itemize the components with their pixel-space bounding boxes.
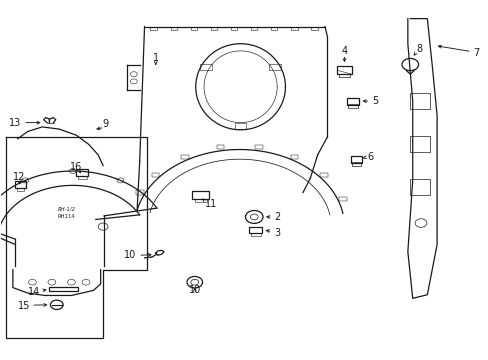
Bar bbox=[150, 27, 157, 30]
Text: 4: 4 bbox=[341, 46, 347, 56]
Bar bbox=[15, 181, 26, 188]
Bar bbox=[250, 233, 260, 235]
Text: 16: 16 bbox=[70, 162, 82, 172]
Bar bbox=[409, 136, 429, 152]
Bar bbox=[151, 172, 159, 177]
Bar bbox=[200, 64, 211, 70]
Bar bbox=[194, 199, 206, 202]
Bar bbox=[311, 27, 317, 30]
Text: 7: 7 bbox=[473, 48, 479, 58]
Text: RH114: RH114 bbox=[58, 213, 75, 219]
Bar bbox=[290, 27, 297, 30]
Bar bbox=[170, 27, 177, 30]
Bar bbox=[78, 176, 86, 179]
Bar bbox=[350, 156, 361, 163]
Bar bbox=[216, 145, 224, 149]
Bar bbox=[181, 154, 188, 159]
Bar bbox=[192, 191, 209, 199]
Text: 6: 6 bbox=[366, 152, 373, 162]
Bar bbox=[290, 154, 298, 159]
Bar bbox=[249, 226, 262, 233]
Text: 13: 13 bbox=[9, 118, 21, 128]
Bar bbox=[319, 172, 327, 177]
Text: 11: 11 bbox=[204, 199, 216, 210]
Text: 10: 10 bbox=[124, 250, 136, 260]
Text: 5: 5 bbox=[371, 96, 378, 106]
Bar bbox=[409, 179, 429, 195]
Bar bbox=[230, 27, 237, 30]
Bar bbox=[338, 197, 346, 201]
Bar bbox=[250, 27, 257, 30]
Text: 1: 1 bbox=[152, 53, 159, 63]
Bar bbox=[49, 287, 78, 291]
Text: 14: 14 bbox=[27, 287, 40, 297]
Bar bbox=[234, 123, 246, 129]
Text: 2: 2 bbox=[274, 212, 281, 222]
Text: 15: 15 bbox=[18, 301, 30, 311]
Text: 3: 3 bbox=[274, 228, 280, 238]
Bar bbox=[338, 74, 349, 77]
Text: 10: 10 bbox=[188, 285, 201, 296]
Bar bbox=[136, 190, 144, 195]
Text: 8: 8 bbox=[415, 44, 421, 54]
Bar bbox=[270, 27, 277, 30]
Bar bbox=[254, 145, 262, 149]
Bar bbox=[17, 188, 24, 191]
Text: 12: 12 bbox=[13, 172, 25, 182]
Bar bbox=[351, 162, 360, 166]
Bar bbox=[336, 66, 351, 74]
Bar bbox=[269, 64, 281, 70]
Bar bbox=[210, 27, 217, 30]
Text: 9: 9 bbox=[102, 120, 108, 129]
Bar bbox=[190, 27, 197, 30]
Bar bbox=[346, 98, 358, 105]
Bar bbox=[76, 169, 88, 176]
Bar bbox=[409, 93, 429, 109]
Text: RH-1/2: RH-1/2 bbox=[58, 207, 75, 211]
Bar bbox=[347, 104, 357, 108]
